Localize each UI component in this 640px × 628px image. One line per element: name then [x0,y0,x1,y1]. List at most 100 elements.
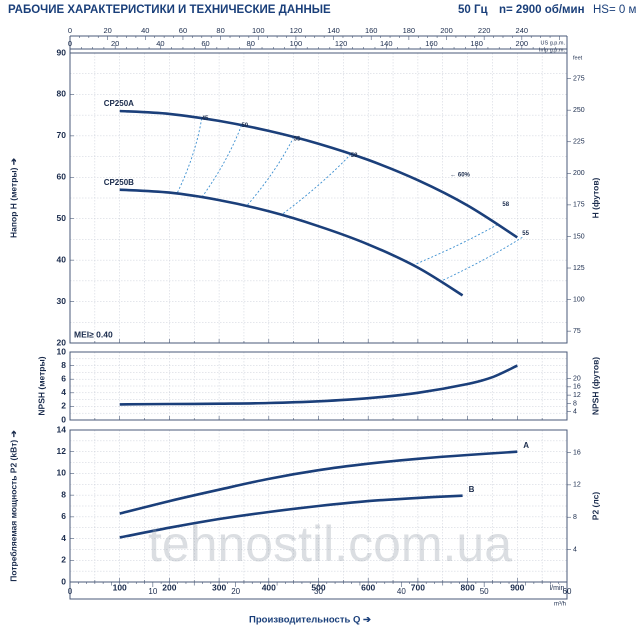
us-gpm-tick-label: 140 [327,26,340,35]
npsh-y2-tick-label: 4 [573,409,577,416]
x-tick-label: 200 [162,582,176,592]
us-gpm-tick-label: 40 [141,26,149,35]
x-tick-label: 700 [411,582,425,592]
npsh-y2-tick-label: 16 [573,384,581,391]
us-gpm-tick-label: 220 [478,26,491,35]
npsh-y-tick-label: 8 [61,360,66,370]
imp-gpm-tick-label: 20 [111,39,119,48]
efficiency-iso-line [440,236,523,282]
m3h-tick-label: 20 [231,587,240,596]
m3h-tick-label: 60 [563,587,572,596]
watermark: tehnostil.com.ua [148,516,512,572]
efficiency-label: 45 [202,116,209,122]
head-y-tick-label: 50 [57,213,67,223]
head-y-tick-label: 60 [57,172,67,182]
head-y-tick-label: 90 [57,47,67,57]
npsh-y2-tick-label: 12 [573,392,581,399]
x-unit-label: l/min [550,585,565,592]
hs-label: HS= 0 м [593,4,637,16]
efficiency-label: 55 [522,231,529,237]
head-y-tick-label: 20 [57,337,67,347]
head-y2-tick-label: 75 [573,328,581,335]
head-y2-tick-label: 200 [573,170,585,177]
power-y2-tick-label: 8 [573,514,577,521]
power-y-tick-label: 2 [61,555,66,565]
us-gpm-tick-label: 180 [403,26,416,35]
power-y2-tick-label: 16 [573,449,581,456]
us-gpm-tick-label: 160 [365,26,378,35]
us-gpm-tick-label: 80 [216,26,224,35]
imp-gpm-tick-label: 100 [290,39,303,48]
head-y-tick-label: 70 [57,130,67,140]
x-tick-label: 400 [262,582,276,592]
x-tick-label: 900 [510,582,524,592]
us-gpm-tick-label: 60 [179,26,187,35]
us-gpm-tick-label: 0 [68,26,72,35]
x-tick-label: 100 [113,582,127,592]
npsh-y-tick-label: 6 [61,373,66,383]
npsh-y2-tick-label: 8 [573,400,577,407]
power-y-tick-label: 6 [61,511,66,521]
imp-gpm-tick-label: 200 [516,39,529,48]
power-y-axis-title: Потребляемая мощность P2 (kBт) ➔ [8,429,18,581]
head-y2-tick-label: 175 [573,202,585,209]
us-gpm-tick-label: 240 [516,26,529,35]
head-y-axis-title: Напор H (метры) ➔ [8,157,18,238]
head-y2-tick-label: 250 [573,107,585,114]
m3h-tick-label: 30 [314,587,323,596]
m3h-tick-label: 40 [397,587,406,596]
head-y-tick-label: 40 [57,254,67,264]
frequency-label: 50 Гц [458,4,488,16]
head-y2-tick-label: 225 [573,139,585,146]
head-y2-tick-label: 275 [573,75,585,82]
efficiency-label: 55 [294,136,301,142]
head-curve-cp250b [119,188,464,297]
imp-gpm-tick-label: 120 [335,39,348,48]
mei-label: MEI≥ 0.40 [74,329,113,339]
power-grid [70,430,567,582]
x-tick-label: 600 [361,582,375,592]
us-gpm-unit: US g.p.m. [541,40,566,46]
imp-gpm-tick-label: 40 [156,39,164,48]
imp-gpm-tick-label: 80 [247,39,255,48]
x-tick-label: 300 [212,582,226,592]
page-title: РАБОЧИЕ ХАРАКТЕРИСТИКИ И ТЕХНИЧЕСКИЕ ДАН… [8,4,331,16]
m3h-tick-label: 10 [148,587,157,596]
us-gpm-tick-label: 20 [103,26,111,35]
npsh-y-tick-label: 0 [61,414,66,424]
power-y2-axis-title: P2 (лс) [590,492,600,521]
power-y-tick-label: 0 [61,576,66,586]
efficiency-label: ← 60% [450,173,470,179]
power-y-tick-label: 4 [61,533,66,543]
npsh-curve [119,364,518,406]
head-curve-label: CP250B [104,178,134,187]
npsh-y2-axis-title: NPSH (футов) [590,357,600,415]
power-y-tick-label: 8 [61,489,66,499]
us-gpm-tick-label: 100 [252,26,265,35]
npsh-y-tick-label: 2 [61,401,66,411]
npsh-grid [70,352,567,420]
head-y-tick-label: 30 [57,296,67,306]
npsh-y-tick-label: 10 [57,346,67,356]
head-curve-cp250a [119,109,519,239]
efficiency-iso-line [176,118,203,194]
head-y2-tick-label: 100 [573,296,585,303]
imp-gpm-tick-label: 60 [201,39,209,48]
m3h-unit: m³/h [554,602,566,608]
imp-gpm-tick-label: 140 [380,39,393,48]
x-tick-label: 800 [461,582,475,592]
npsh-y2-tick-label: 20 [573,375,581,382]
power-curve-b [119,494,463,539]
npsh-y-axis-title: NPSH (метры) [36,356,46,415]
head-y2-tick-label: 150 [573,233,585,240]
efficiency-iso-line [412,224,498,266]
power-y2-tick-label: 12 [573,482,581,489]
power-y2-tick-label: 4 [573,546,577,553]
imp-gpm-unit: Imp g.p.m. [539,47,565,53]
efficiency-iso-line [201,125,242,198]
head-y2-axis-title: H (футов) [590,177,600,218]
head-grid [70,53,567,343]
x-axis-title: Производительность Q ➔ [249,615,372,626]
power-y-tick-label: 10 [57,468,67,478]
